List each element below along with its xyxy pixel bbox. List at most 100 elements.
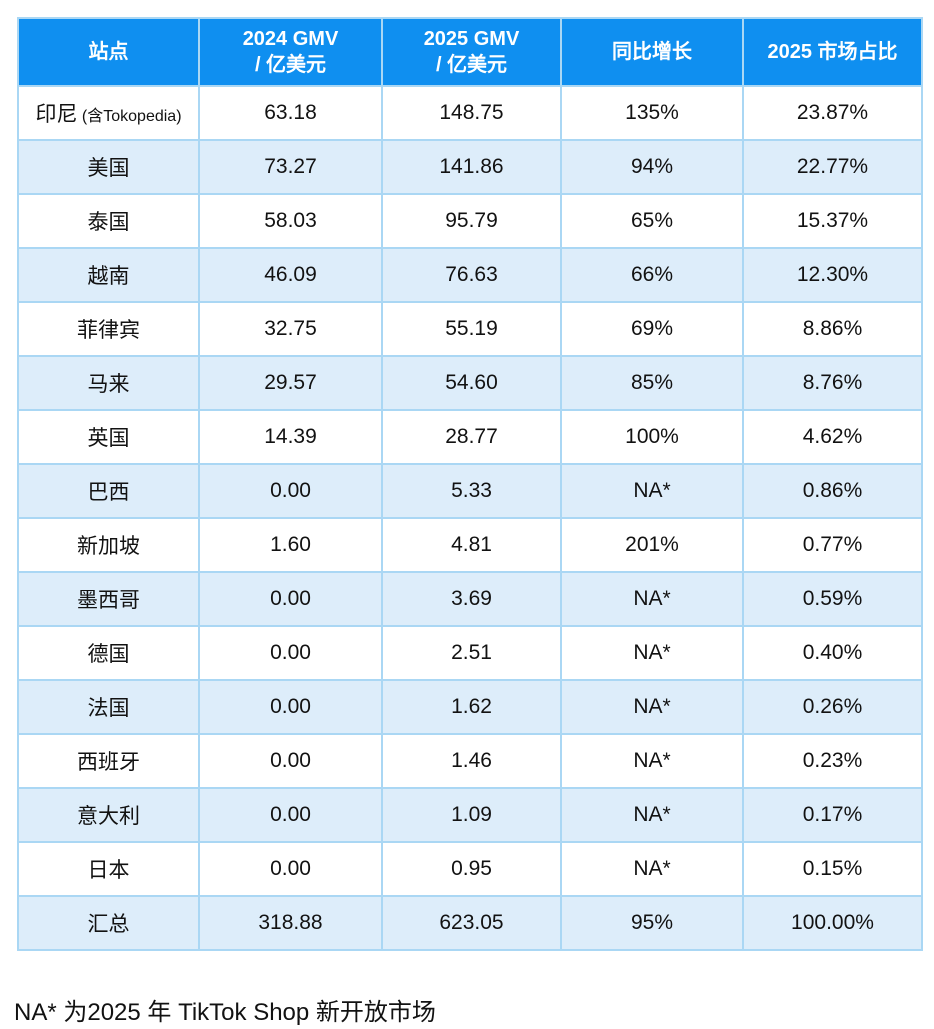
cell-gmv-2024: 73.27 [198,139,383,195]
cell-site: 泰国 [17,193,200,249]
cell-gmv-2024: 0.00 [198,787,383,843]
cell-gmv-2025: 148.75 [381,85,562,141]
header-label-line: 2025 GMV [423,28,520,50]
cell-market-share: 4.62% [742,409,923,465]
table-row: 菲律宾 32.75 55.19 69% 8.86% [17,301,923,357]
site-label: 马来 [87,373,130,396]
table-header: 站点 2024 GMV / 亿美元 2025 GMV / 亿美元 同比增长 2025 市场占… [17,17,923,87]
site-label: 印尼 [35,103,78,126]
header-label-line: / 亿美元 [254,54,327,76]
header-label-line: 站点 [88,41,129,63]
site-label: 意大利 [77,805,140,828]
cell-gmv-2025: 54.60 [381,355,562,411]
cell-market-share: 0.59% [742,571,923,627]
site-note: (含Tokopedia) [77,108,182,125]
cell-market-share: 23.87% [742,85,923,141]
cell-gmv-2024: 0.00 [198,571,383,627]
header-row: 站点 2024 GMV / 亿美元 2025 GMV / 亿美元 同比增长 2025 市场占… [17,17,923,87]
site-label: 法国 [87,697,130,720]
table-row: 意大利 0.00 1.09 NA* 0.17% [17,787,923,843]
site-label: 西班牙 [77,751,140,774]
cell-market-share: 0.17% [742,787,923,843]
header-cell-3: 同比增长 [560,17,744,87]
cell-site: 德国 [17,625,200,681]
cell-yoy-growth: 100% [560,409,744,465]
cell-market-share: 0.26% [742,679,923,735]
cell-gmv-2024: 0.00 [198,841,383,897]
cell-gmv-2025: 2.51 [381,625,562,681]
cell-site: 墨西哥 [17,571,200,627]
cell-gmv-2025: 55.19 [381,301,562,357]
table-row: 日本 0.00 0.95 NA* 0.15% [17,841,923,897]
table-row: 德国 0.00 2.51 NA* 0.40% [17,625,923,681]
header-label-line: 同比增长 [612,41,692,63]
cell-yoy-growth: 94% [560,139,744,195]
cell-gmv-2024: 32.75 [198,301,383,357]
table-row: 美国 73.27 141.86 94% 22.77% [17,139,923,195]
cell-gmv-2025: 1.09 [381,787,562,843]
cell-yoy-growth: 69% [560,301,744,357]
cell-yoy-growth: NA* [560,625,744,681]
cell-gmv-2025: 95.79 [381,193,562,249]
cell-market-share: 0.15% [742,841,923,897]
table-row: 巴西 0.00 5.33 NA* 0.86% [17,463,923,519]
cell-site: 马来 [17,355,200,411]
header-cell-0: 站点 [17,17,200,87]
cell-site: 巴西 [17,463,200,519]
cell-yoy-growth: 66% [560,247,744,303]
cell-gmv-2025: 76.63 [381,247,562,303]
site-label: 新加坡 [77,535,140,558]
site-label: 日本 [87,859,130,882]
cell-site: 法国 [17,679,200,735]
cell-gmv-2024: 58.03 [198,193,383,249]
cell-gmv-2025: 1.46 [381,733,562,789]
cell-market-share: 8.76% [742,355,923,411]
cell-yoy-growth: NA* [560,787,744,843]
header-cell-4: 2025 市场占比 [742,17,923,87]
footnote: NA* 为2025 年 TikTok Shop 新开放市场 [14,999,436,1026]
cell-gmv-2025: 141.86 [381,139,562,195]
table-row: 马来 29.57 54.60 85% 8.76% [17,355,923,411]
header-cell-2: 2025 GMV / 亿美元 [381,17,562,87]
cell-yoy-growth: NA* [560,841,744,897]
cell-gmv-2025: 28.77 [381,409,562,465]
cell-gmv-2024: 1.60 [198,517,383,573]
cell-yoy-growth: 95% [560,895,744,951]
site-label: 巴西 [87,481,130,504]
cell-site: 新加坡 [17,517,200,573]
cell-yoy-growth: NA* [560,571,744,627]
cell-market-share: 0.23% [742,733,923,789]
cell-gmv-2024: 0.00 [198,733,383,789]
cell-site: 英国 [17,409,200,465]
cell-site: 意大利 [17,787,200,843]
cell-gmv-2025: 0.95 [381,841,562,897]
site-label: 美国 [87,157,130,180]
cell-market-share: 12.30% [742,247,923,303]
table-row: 印尼 (含Tokopedia) 63.18 148.75 135% 23.87% [17,85,923,141]
cell-gmv-2024: 63.18 [198,85,383,141]
table-row: 越南 46.09 76.63 66% 12.30% [17,247,923,303]
site-label: 泰国 [87,211,130,234]
table-row: 墨西哥 0.00 3.69 NA* 0.59% [17,571,923,627]
cell-gmv-2025: 1.62 [381,679,562,735]
cell-gmv-2024: 14.39 [198,409,383,465]
site-label: 越南 [87,265,130,288]
gmv-table: 站点 2024 GMV / 亿美元 2025 GMV / 亿美元 同比增长 2025 市场占… [17,17,923,951]
site-label: 德国 [87,643,130,666]
cell-site: 汇总 [17,895,200,951]
cell-yoy-growth: NA* [560,463,744,519]
cell-gmv-2025: 4.81 [381,517,562,573]
table-row: 英国 14.39 28.77 100% 4.62% [17,409,923,465]
cell-market-share: 15.37% [742,193,923,249]
header-label-line: 2024 GMV [242,28,339,50]
cell-yoy-growth: NA* [560,679,744,735]
cell-gmv-2024: 0.00 [198,679,383,735]
table-body: 印尼 (含Tokopedia) 63.18 148.75 135% 23.87% 美国 73… [17,85,923,951]
cell-market-share: 22.77% [742,139,923,195]
table-row: 新加坡 1.60 4.81 201% 0.77% [17,517,923,573]
table-row: 泰国 58.03 95.79 65% 15.37% [17,193,923,249]
cell-market-share: 8.86% [742,301,923,357]
cell-gmv-2024: 46.09 [198,247,383,303]
cell-site: 美国 [17,139,200,195]
